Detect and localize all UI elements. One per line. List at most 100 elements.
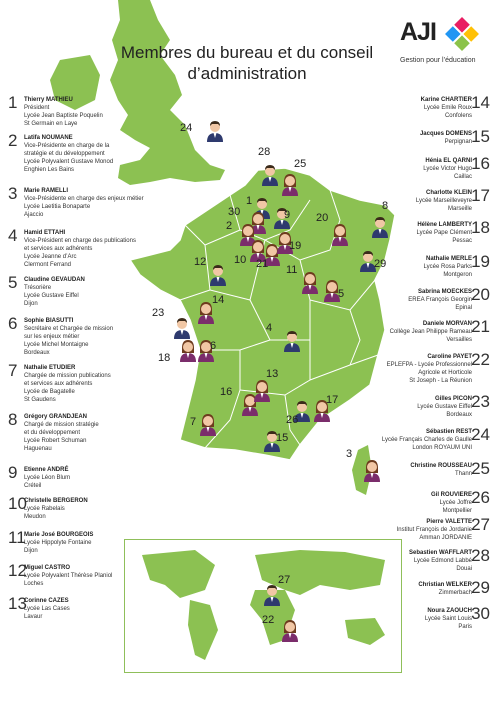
person-pin-icon — [262, 582, 282, 606]
member-detail-line: EPLEFPA - Lycée Professionnel — [386, 362, 472, 368]
member-detail-line: Secrétaire et Chargée de mission — [24, 326, 114, 332]
member-number: 26 — [471, 488, 490, 507]
member-detail-line: Lycée Saint Louis — [424, 616, 472, 622]
member-number: 5 — [8, 273, 18, 292]
member-detail-line: Caillac — [453, 174, 472, 180]
pin-number-label: 28 — [258, 146, 271, 158]
member-entry: 17 Charlotte KLEIN Lycée Marseilleveyre Mar… — [332, 187, 490, 213]
member-detail-line: St Joseph - La Réunion — [409, 378, 472, 384]
pin-number-label: 10 — [234, 254, 247, 266]
member-name: Sophie BIASUTTI — [24, 318, 74, 324]
member-detail-line: Bordeaux — [446, 412, 472, 418]
member-name: Charlotte KLEIN — [425, 190, 472, 196]
member-detail-line: Amman JORDANIE — [419, 535, 472, 541]
member-number: 6 — [8, 314, 18, 333]
person-pin-icon — [322, 278, 342, 302]
person-pin-icon — [362, 458, 382, 482]
member-detail-line: Lycée Michel Montaigne — [24, 342, 89, 348]
person-pin-icon — [238, 222, 258, 246]
pin-number-label: 13 — [266, 368, 279, 380]
member-entry: 28 Sebastien WAFFLART Lycée Edmond Labbé Do… — [332, 547, 490, 573]
person-pin-icon — [370, 214, 390, 238]
member-number: 30 — [471, 604, 490, 623]
pin-number-label: 7 — [190, 416, 197, 428]
member-detail-line: Epinal — [455, 305, 472, 311]
member-number: 23 — [471, 392, 490, 411]
pin-number-label: 11 — [286, 264, 298, 276]
member-entry: 5 Claudine GEVAUDAN Trésorière Lycée Gustav… — [8, 274, 184, 308]
member-entry: 6 Sophie BIASUTTI Secrétaire et Chargée de… — [8, 315, 184, 357]
france-landmass — [128, 167, 396, 461]
person-pin-icon — [205, 118, 225, 142]
person-pin-icon — [282, 328, 302, 352]
member-detail-line: Douai — [456, 566, 472, 572]
member-detail-line: Lycée Rosa Parks — [423, 264, 472, 270]
member-detail-line: Lycée Marseilleveyre — [415, 198, 472, 204]
member-entry: 16 Hénia EL QARNI Lycée Victor Hugo Caillac — [332, 155, 490, 181]
member-entry: 10 Christelle BERGERON Lycée Rabelais Meudo… — [8, 495, 184, 521]
pin-number-label: 3 — [346, 448, 353, 460]
person-pin-icon — [358, 248, 378, 272]
member-detail-line: Montpellier — [442, 508, 472, 514]
member-detail-line: Lycée Laetitia Bonaparte — [24, 204, 91, 210]
member-detail-line: Haguenau — [24, 446, 52, 452]
member-detail-line: sur les enjeux métier — [24, 334, 80, 340]
pin-number-label: 16 — [220, 386, 233, 398]
member-detail-line: Lycée Robert Schuman — [24, 438, 87, 444]
pin-number-label: 4 — [266, 322, 273, 334]
member-detail-line: Lycée Français Charles de Gaulle — [381, 437, 472, 443]
member-detail-line: Lycée Gustave Eiffel — [417, 404, 472, 410]
person-pin-icon — [275, 230, 295, 254]
person-pin-icon — [248, 238, 268, 262]
member-detail-line: Lycée Polyvalent Thérèse Planiol — [24, 573, 113, 579]
member-detail-line: et services aux adhérents — [24, 381, 93, 387]
member-detail-line: London ROYAUM UNI — [412, 445, 472, 451]
member-entry: 22 Caroline PAYET EPLEFPA - Lycée Professi… — [332, 351, 490, 385]
person-pin-icon — [312, 398, 332, 422]
member-entry: 26 Gil ROUVIERE Lycée Joffre Montpellier — [332, 489, 490, 515]
member-name: Hénia EL QARNI — [425, 158, 472, 164]
member-detail-line: Créteil — [24, 483, 42, 489]
person-pin-icon — [262, 242, 282, 266]
member-detail-line: Lycée Victor Hugo — [423, 166, 472, 172]
member-number: 20 — [471, 285, 490, 304]
person-pin-icon — [248, 210, 268, 234]
pin-number-label: 1 — [246, 195, 253, 207]
person-pin-icon — [198, 412, 218, 436]
person-pin-icon — [280, 172, 300, 196]
member-entry: 11 Marie José BOURGEOIS Lycée Hippolyte Fo… — [8, 529, 184, 555]
pin-number-label: 25 — [294, 158, 307, 170]
member-entry: 4 Hamid ETTAHI Vice-Président en charge de… — [8, 227, 184, 269]
member-number: 17 — [471, 186, 490, 205]
member-entry: 14 Karine CHARTIER Lycée Emile Roux Confole… — [332, 94, 490, 120]
member-detail-line: Chargée de mission publications — [24, 373, 111, 379]
world-map — [142, 550, 385, 660]
member-detail-line: Lycée Emile Roux — [423, 105, 472, 111]
member-entry: 3 Marie RAMELLI Vice-Présidente en charge … — [8, 185, 184, 219]
member-number: 27 — [471, 515, 490, 534]
logo-tagline: Gestion pour l’éducation — [400, 57, 476, 64]
logo-diamond-icon — [445, 17, 479, 51]
member-number: 18 — [471, 218, 490, 237]
pin-number-label: 12 — [194, 256, 207, 268]
member-name: Hélène LAMBERTY — [417, 222, 472, 228]
member-name: Sébastien REST — [425, 429, 472, 435]
person-pin-icon — [208, 262, 228, 286]
member-number: 16 — [471, 154, 490, 173]
person-pin-icon — [172, 315, 192, 339]
member-name: Gilles PICON — [434, 396, 472, 402]
member-detail-line: Lycée Joffre — [439, 500, 472, 506]
member-number: 21 — [471, 317, 490, 336]
member-number: 8 — [8, 410, 18, 429]
member-detail-line: Perpignan — [444, 139, 472, 145]
member-detail-line: Dijon — [24, 548, 38, 554]
member-number: 15 — [471, 127, 490, 146]
member-name: Miguel CASTRO — [24, 565, 70, 571]
pin-number-label: 24 — [180, 122, 193, 134]
member-name: Daniele MORVAN — [422, 321, 472, 327]
pin-number-label: 20 — [316, 212, 329, 224]
person-pin-icon — [252, 378, 272, 402]
member-detail-line: EREA François Georgin — [408, 297, 472, 303]
member-detail-line: Vice-Présidente en charge des enjeux mét… — [24, 196, 144, 202]
